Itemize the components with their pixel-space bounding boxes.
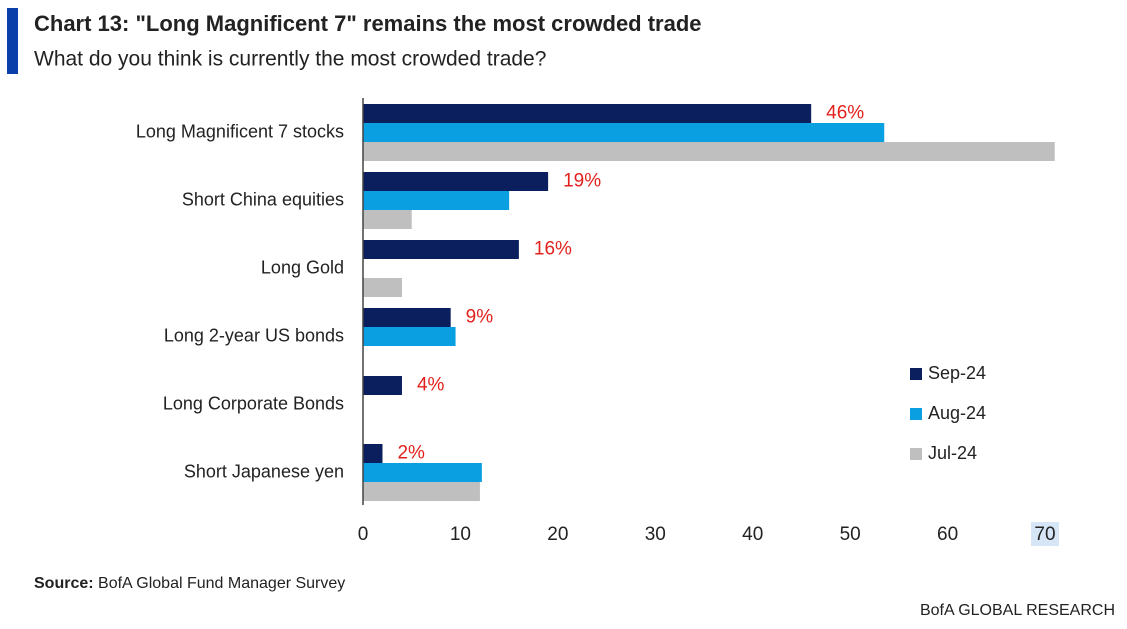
bar [363, 142, 1055, 161]
legend-swatch [910, 368, 922, 380]
value-label: 19% [563, 171, 601, 192]
legend-label: Aug-24 [928, 403, 986, 423]
footer: BofA GLOBAL RESEARCH [920, 602, 1115, 619]
x-tick-label: 60 [937, 524, 958, 545]
value-label: 2% [397, 443, 425, 464]
x-tick-label: 50 [840, 524, 861, 545]
x-tick-label: 70 [1034, 524, 1055, 545]
x-tick-label: 40 [742, 524, 763, 545]
value-label: 46% [826, 103, 864, 124]
value-label: 16% [534, 239, 572, 260]
bar [363, 210, 412, 229]
x-tick-label: 0 [358, 524, 369, 545]
y-tick-label: Long Gold [261, 257, 344, 277]
bar [363, 240, 519, 259]
y-tick-label: Long 2-year US bonds [164, 325, 344, 345]
bar [363, 308, 451, 327]
source: Source: BofA Global Fund Manager Survey [34, 575, 345, 592]
bar [363, 327, 456, 346]
x-tick-label: 20 [547, 524, 568, 545]
legend-label: Jul-24 [928, 443, 977, 463]
bar [363, 172, 549, 191]
source-text: BofA Global Fund Manager Survey [98, 575, 345, 592]
bar [363, 376, 402, 395]
bar [363, 191, 510, 210]
chart-subtitle: What do you think is currently the most … [34, 48, 546, 71]
legend-swatch [910, 448, 922, 460]
y-tick-label: Long Magnificent 7 stocks [136, 121, 344, 141]
value-label: 4% [417, 375, 445, 396]
y-tick-label: Short Japanese yen [184, 461, 344, 481]
legend-label: Sep-24 [928, 363, 986, 383]
title-accent [7, 8, 18, 74]
y-tick-label: Short China equities [182, 189, 344, 209]
bar [363, 123, 885, 142]
legend-swatch [910, 408, 922, 420]
tick-highlight [1031, 522, 1059, 546]
source-label: Source: [34, 575, 94, 592]
bar [363, 278, 402, 297]
bar [363, 444, 383, 463]
value-label: 9% [466, 307, 494, 328]
bar [363, 463, 482, 482]
x-tick-label: 30 [645, 524, 666, 545]
bar [363, 104, 812, 123]
x-tick-label: 10 [450, 524, 471, 545]
y-tick-label: Long Corporate Bonds [163, 393, 344, 413]
chart-title: Chart 13: "Long Magnificent 7" remains t… [34, 11, 702, 36]
bar [363, 482, 480, 501]
